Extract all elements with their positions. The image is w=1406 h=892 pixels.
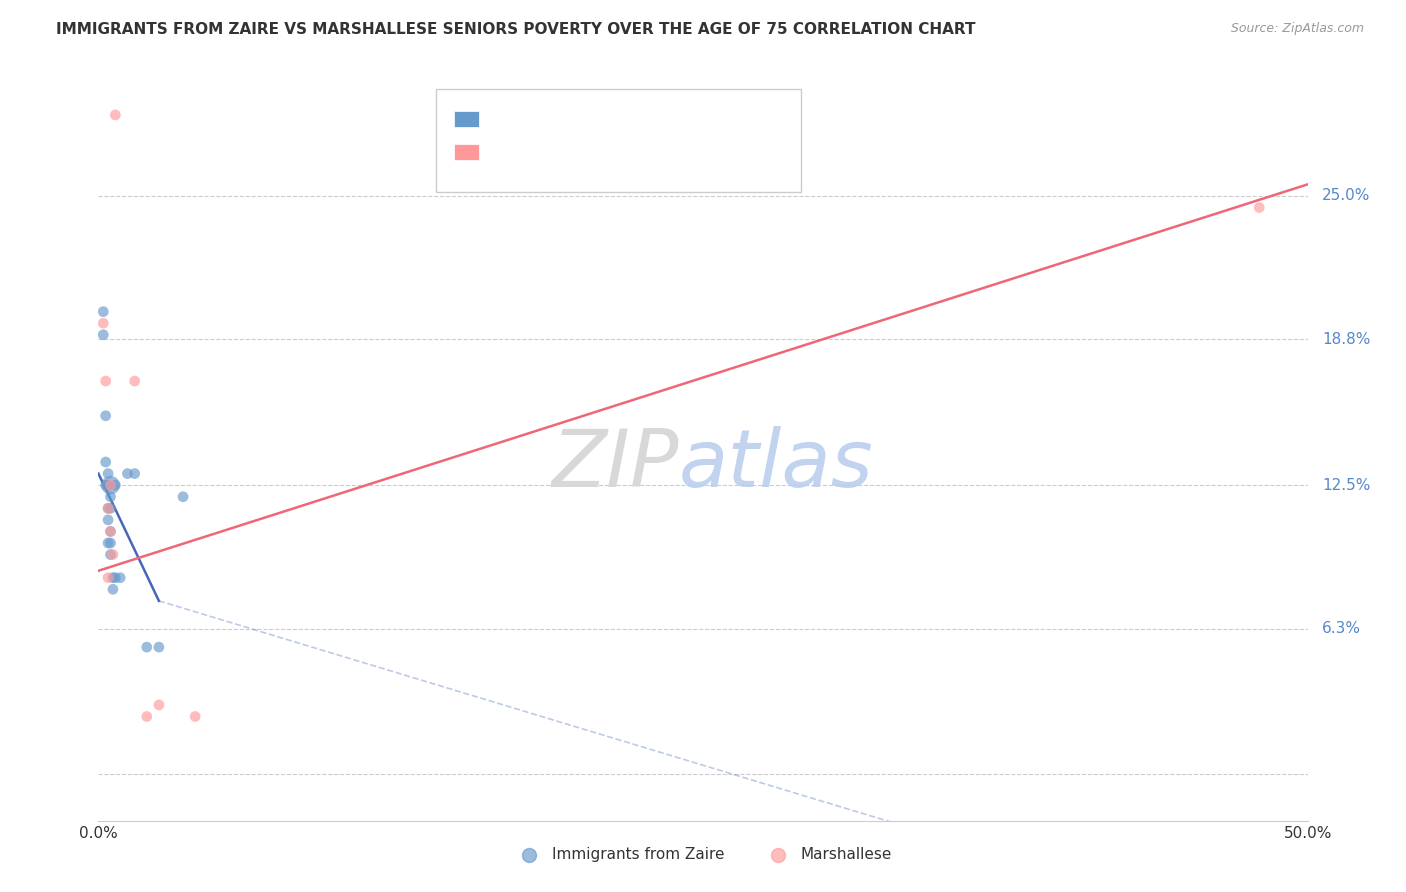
Point bbox=[124, 374, 146, 388]
Point bbox=[97, 571, 120, 585]
Point bbox=[97, 478, 120, 492]
Point bbox=[97, 501, 120, 516]
Point bbox=[94, 478, 117, 492]
Point bbox=[1249, 201, 1271, 215]
Point bbox=[148, 698, 170, 712]
Point bbox=[184, 709, 207, 723]
Point bbox=[97, 513, 120, 527]
Text: R =  0.617: R = 0.617 bbox=[494, 143, 593, 161]
Text: R = -0.294: R = -0.294 bbox=[494, 110, 593, 128]
Point bbox=[100, 501, 122, 516]
Point bbox=[135, 640, 157, 654]
Point bbox=[97, 536, 120, 550]
Point bbox=[100, 524, 122, 539]
Point bbox=[100, 524, 122, 539]
Point bbox=[100, 548, 122, 562]
Point bbox=[91, 316, 114, 330]
Point bbox=[148, 640, 170, 654]
Point bbox=[100, 490, 122, 504]
Point bbox=[91, 304, 114, 318]
Point bbox=[100, 536, 122, 550]
Point bbox=[104, 108, 127, 122]
Point bbox=[97, 467, 120, 481]
Point bbox=[94, 374, 117, 388]
Text: N = 13: N = 13 bbox=[662, 143, 724, 161]
Point bbox=[104, 571, 127, 585]
Text: 6.3%: 6.3% bbox=[1322, 621, 1361, 636]
Point bbox=[94, 409, 117, 423]
Point bbox=[117, 467, 139, 481]
Text: 25.0%: 25.0% bbox=[1322, 188, 1371, 203]
Point bbox=[97, 501, 120, 516]
Text: 18.8%: 18.8% bbox=[1322, 332, 1371, 347]
Point bbox=[104, 478, 127, 492]
Point bbox=[100, 478, 122, 492]
Point bbox=[135, 709, 157, 723]
Point bbox=[101, 582, 124, 597]
Point bbox=[100, 478, 122, 492]
Text: IMMIGRANTS FROM ZAIRE VS MARSHALLESE SENIORS POVERTY OVER THE AGE OF 75 CORRELAT: IMMIGRANTS FROM ZAIRE VS MARSHALLESE SEN… bbox=[56, 22, 976, 37]
Point bbox=[124, 467, 146, 481]
Point bbox=[108, 571, 131, 585]
Point bbox=[101, 571, 124, 585]
Text: Source: ZipAtlas.com: Source: ZipAtlas.com bbox=[1230, 22, 1364, 36]
Text: N = 26: N = 26 bbox=[662, 110, 724, 128]
Point bbox=[101, 548, 124, 562]
Text: ZIP: ZIP bbox=[551, 426, 679, 504]
Text: atlas: atlas bbox=[679, 426, 873, 504]
Point bbox=[94, 455, 117, 469]
Legend: Immigrants from Zaire, Marshallese: Immigrants from Zaire, Marshallese bbox=[508, 841, 898, 869]
Point bbox=[91, 327, 114, 342]
Text: 12.5%: 12.5% bbox=[1322, 477, 1371, 492]
Point bbox=[172, 490, 194, 504]
